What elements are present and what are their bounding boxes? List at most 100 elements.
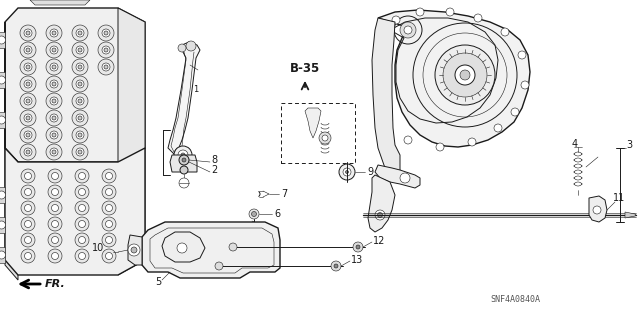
Circle shape bbox=[20, 144, 36, 160]
Circle shape bbox=[26, 48, 30, 52]
Circle shape bbox=[51, 253, 58, 259]
Circle shape bbox=[378, 212, 383, 218]
Text: 7: 7 bbox=[281, 189, 287, 199]
Circle shape bbox=[50, 131, 58, 139]
Polygon shape bbox=[0, 247, 5, 263]
Text: 9: 9 bbox=[367, 167, 373, 177]
Polygon shape bbox=[589, 196, 607, 222]
Circle shape bbox=[400, 173, 410, 183]
Text: 3: 3 bbox=[626, 140, 632, 150]
Circle shape bbox=[319, 132, 331, 144]
Circle shape bbox=[102, 233, 116, 247]
Circle shape bbox=[72, 127, 88, 143]
Circle shape bbox=[343, 168, 351, 176]
Circle shape bbox=[106, 236, 113, 243]
Circle shape bbox=[24, 63, 32, 71]
Circle shape bbox=[46, 144, 62, 160]
Text: 6: 6 bbox=[274, 209, 280, 219]
Circle shape bbox=[392, 16, 400, 24]
Circle shape bbox=[593, 206, 601, 214]
Circle shape bbox=[46, 127, 62, 143]
Circle shape bbox=[78, 150, 82, 154]
Circle shape bbox=[501, 28, 509, 36]
Circle shape bbox=[48, 185, 62, 199]
Circle shape bbox=[20, 59, 36, 75]
Circle shape bbox=[51, 220, 58, 227]
Circle shape bbox=[76, 114, 84, 122]
Text: 2: 2 bbox=[211, 165, 217, 175]
Circle shape bbox=[79, 189, 86, 196]
Circle shape bbox=[24, 189, 31, 196]
Circle shape bbox=[46, 42, 62, 58]
Circle shape bbox=[76, 131, 84, 139]
Circle shape bbox=[75, 185, 89, 199]
Circle shape bbox=[229, 243, 237, 251]
Text: 4: 4 bbox=[572, 139, 578, 149]
Circle shape bbox=[76, 80, 84, 88]
Polygon shape bbox=[168, 42, 200, 155]
Circle shape bbox=[78, 48, 82, 52]
Circle shape bbox=[50, 29, 58, 37]
Polygon shape bbox=[0, 32, 5, 48]
Circle shape bbox=[78, 82, 82, 86]
Circle shape bbox=[51, 189, 58, 196]
Circle shape bbox=[78, 65, 82, 69]
Circle shape bbox=[249, 209, 259, 219]
Circle shape bbox=[24, 236, 31, 243]
Circle shape bbox=[435, 45, 495, 105]
Circle shape bbox=[75, 201, 89, 215]
Circle shape bbox=[50, 63, 58, 71]
Circle shape bbox=[460, 70, 470, 80]
Circle shape bbox=[46, 76, 62, 92]
Circle shape bbox=[26, 82, 30, 86]
Circle shape bbox=[24, 204, 31, 211]
Circle shape bbox=[102, 169, 116, 183]
Circle shape bbox=[20, 93, 36, 109]
Polygon shape bbox=[0, 72, 5, 88]
Circle shape bbox=[106, 204, 113, 211]
Circle shape bbox=[50, 97, 58, 105]
Circle shape bbox=[21, 217, 35, 231]
Circle shape bbox=[179, 178, 189, 188]
Text: B-35: B-35 bbox=[290, 62, 320, 75]
Circle shape bbox=[24, 97, 32, 105]
Circle shape bbox=[384, 116, 392, 124]
Circle shape bbox=[436, 143, 444, 151]
Polygon shape bbox=[0, 187, 5, 203]
Circle shape bbox=[177, 243, 187, 253]
Circle shape bbox=[50, 148, 58, 156]
Circle shape bbox=[75, 249, 89, 263]
Circle shape bbox=[180, 166, 188, 174]
Circle shape bbox=[186, 41, 196, 51]
Polygon shape bbox=[0, 112, 5, 128]
Circle shape bbox=[106, 253, 113, 259]
Circle shape bbox=[24, 131, 32, 139]
Polygon shape bbox=[305, 108, 321, 138]
Circle shape bbox=[24, 220, 31, 227]
Text: 8: 8 bbox=[211, 155, 217, 165]
Circle shape bbox=[76, 29, 84, 37]
Circle shape bbox=[78, 116, 82, 120]
Circle shape bbox=[98, 42, 114, 58]
Circle shape bbox=[0, 116, 6, 124]
Polygon shape bbox=[5, 148, 145, 275]
Circle shape bbox=[521, 81, 529, 89]
Circle shape bbox=[404, 26, 412, 34]
Circle shape bbox=[331, 261, 341, 271]
Circle shape bbox=[79, 236, 86, 243]
Circle shape bbox=[21, 233, 35, 247]
Circle shape bbox=[356, 245, 360, 249]
Circle shape bbox=[78, 99, 82, 103]
Circle shape bbox=[353, 242, 363, 252]
Circle shape bbox=[179, 155, 189, 165]
Polygon shape bbox=[5, 8, 145, 162]
Circle shape bbox=[376, 86, 384, 94]
Circle shape bbox=[21, 169, 35, 183]
Circle shape bbox=[52, 133, 56, 137]
Circle shape bbox=[0, 191, 6, 199]
Circle shape bbox=[102, 46, 110, 54]
Circle shape bbox=[455, 65, 475, 85]
Polygon shape bbox=[368, 175, 395, 232]
Circle shape bbox=[106, 173, 113, 180]
Circle shape bbox=[494, 124, 502, 132]
